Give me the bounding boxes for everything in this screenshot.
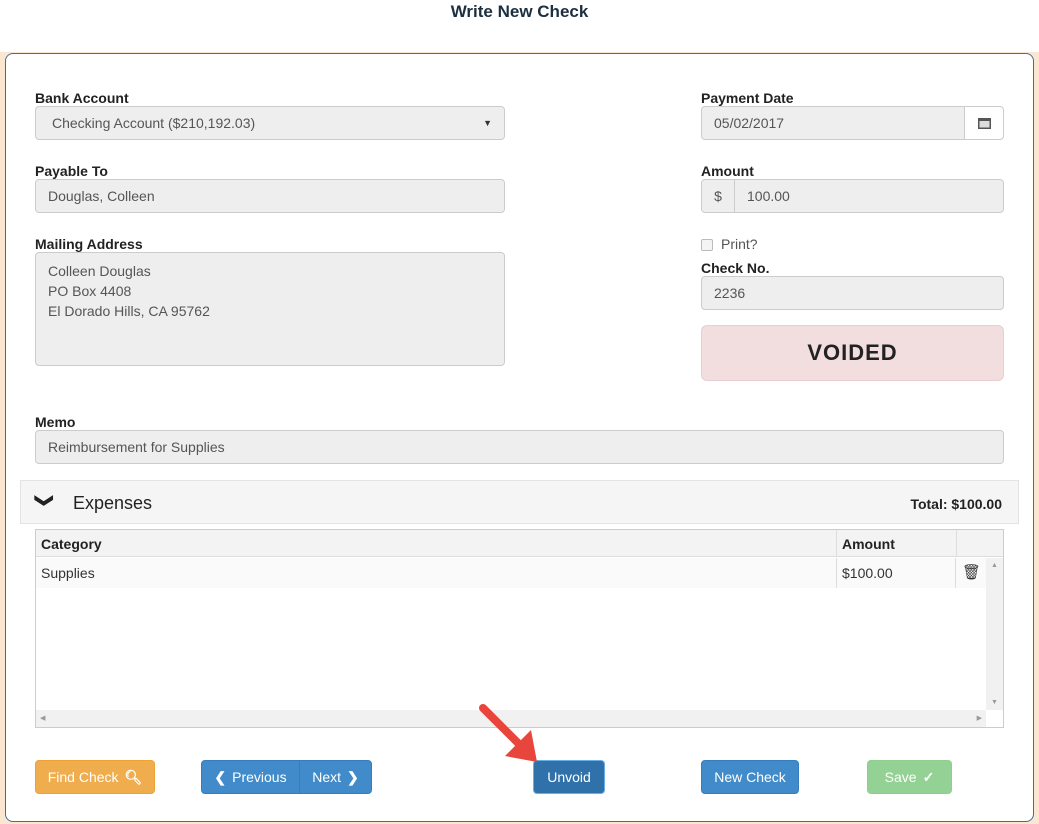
- next-button[interactable]: Next ❯: [299, 760, 372, 794]
- expenses-total: Total: $100.00: [910, 496, 1002, 512]
- save-label: Save: [884, 769, 917, 785]
- currency-addon: $: [701, 179, 735, 213]
- previous-button[interactable]: ❮ Previous: [201, 760, 300, 794]
- amount-input[interactable]: 100.00: [734, 179, 1004, 213]
- memo-input[interactable]: Reimbursement for Supplies: [35, 430, 1004, 464]
- bank-account-value: Checking Account ($210,192.03): [52, 115, 256, 131]
- calendar-button[interactable]: [964, 106, 1004, 140]
- horizontal-scrollbar[interactable]: ◀ ▶: [36, 710, 986, 727]
- trash-icon[interactable]: 🗑: [962, 564, 982, 581]
- check-no-label: Check No.: [701, 260, 770, 276]
- vertical-scrollbar[interactable]: ▲ ▼: [986, 558, 1003, 710]
- payment-date-input[interactable]: 05/02/2017: [701, 106, 965, 140]
- payment-date-label: Payment Date: [701, 90, 794, 106]
- address-line: Colleen Douglas: [48, 263, 151, 279]
- expenses-header[interactable]: ❯ Expenses Total: $100.00: [20, 480, 1019, 524]
- voided-status-banner: VOIDED: [701, 325, 1004, 381]
- column-header-amount[interactable]: Amount: [836, 530, 956, 557]
- print-checkbox[interactable]: [701, 239, 713, 251]
- find-check-label: Find Check: [47, 769, 119, 785]
- save-button[interactable]: Save ✓: [867, 760, 952, 794]
- chevron-left-icon: ❮: [214, 768, 227, 785]
- bank-account-label: Bank Account: [35, 90, 129, 106]
- print-label: Print?: [721, 236, 758, 252]
- address-line: El Dorado Hills, CA 95762: [48, 303, 210, 319]
- calendar-icon: [977, 118, 991, 129]
- payable-to-label: Payable To: [35, 163, 108, 179]
- check-no-input[interactable]: 2236: [701, 276, 1004, 310]
- next-label: Next: [312, 769, 342, 785]
- caret-down-icon: ▼: [483, 118, 492, 128]
- memo-label: Memo: [35, 414, 76, 430]
- chevron-right-icon: ❯: [347, 768, 359, 785]
- chevron-down-icon[interactable]: ❯: [35, 492, 56, 509]
- payable-to-input[interactable]: Douglas, Colleen: [35, 179, 505, 213]
- expenses-grid: Category Amount Supplies $100.00 🗑 ▲ ▼ ◀ ▶: [35, 529, 1004, 728]
- column-header-category[interactable]: Category: [41, 536, 102, 552]
- mailing-address-label: Mailing Address: [35, 236, 143, 252]
- mailing-address-textarea[interactable]: Colleen Douglas PO Box 4408 El Dorado Hi…: [35, 252, 505, 366]
- grid-header: Category Amount: [36, 530, 1003, 557]
- red-arrow-annotation: [479, 704, 537, 762]
- row-amount: $100.00: [836, 558, 956, 588]
- find-check-button[interactable]: Find Check 🔍︎: [35, 760, 155, 794]
- unvoid-button[interactable]: Unvoid: [533, 760, 605, 794]
- row-category: Supplies: [41, 565, 95, 581]
- table-row[interactable]: Supplies $100.00 🗑: [36, 558, 986, 588]
- bank-account-select[interactable]: Checking Account ($210,192.03) ▼: [35, 106, 505, 140]
- check-circle-icon: ✓: [922, 768, 935, 785]
- previous-label: Previous: [232, 769, 287, 785]
- page-title: Write New Check: [0, 0, 1039, 52]
- new-check-button[interactable]: New Check: [701, 760, 799, 794]
- address-line: PO Box 4408: [48, 283, 132, 299]
- expenses-title: Expenses: [73, 493, 153, 513]
- search-icon: 🔍︎: [124, 768, 143, 785]
- amount-label: Amount: [701, 163, 754, 179]
